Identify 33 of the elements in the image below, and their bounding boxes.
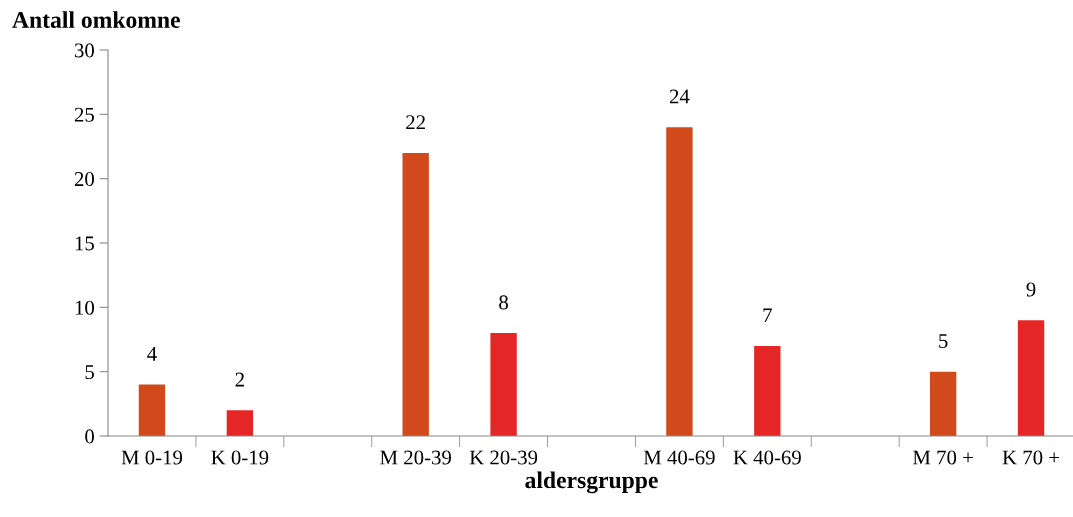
y-tick-label: 0: [85, 429, 95, 444]
data-label: 2: [235, 372, 244, 387]
bar: [490, 333, 517, 436]
y-tick-label: 30: [74, 43, 95, 58]
data-label: 4: [147, 346, 157, 361]
x-tick-label: M 0-19: [121, 450, 183, 465]
data-label: 8: [499, 295, 508, 310]
y-tick-label: 10: [75, 300, 95, 315]
bar: [402, 152, 429, 436]
x-tick-label: K 40-69: [733, 450, 801, 465]
y-tick-label: 25: [74, 107, 94, 122]
y-tick-label: 15: [75, 236, 94, 251]
x-tick-label: M 20-39: [380, 450, 451, 465]
data-label: 7: [763, 308, 772, 323]
y-tick-label: 20: [74, 172, 95, 187]
x-tick-label: M 70 +: [912, 450, 973, 465]
data-label: 22: [406, 115, 425, 130]
bar: [666, 127, 693, 436]
bar: [929, 371, 957, 436]
x-tick-label: M 40-69: [643, 450, 715, 465]
data-label: 24: [669, 89, 690, 104]
bar: [138, 384, 166, 436]
y-tick-label: 5: [85, 365, 94, 380]
bar: [226, 410, 254, 436]
y-axis-title: Antall omkomne: [12, 11, 180, 28]
x-tick-label: K 70 +: [1002, 450, 1060, 465]
data-label: 5: [939, 334, 948, 348]
x-tick-label: K 0-19: [211, 450, 269, 465]
bar: [1017, 320, 1045, 436]
bar: [754, 345, 781, 436]
data-label: 9: [1026, 282, 1036, 297]
x-axis-title: aldersgruppe: [525, 471, 658, 494]
x-tick-label: K 20-39: [469, 450, 538, 465]
